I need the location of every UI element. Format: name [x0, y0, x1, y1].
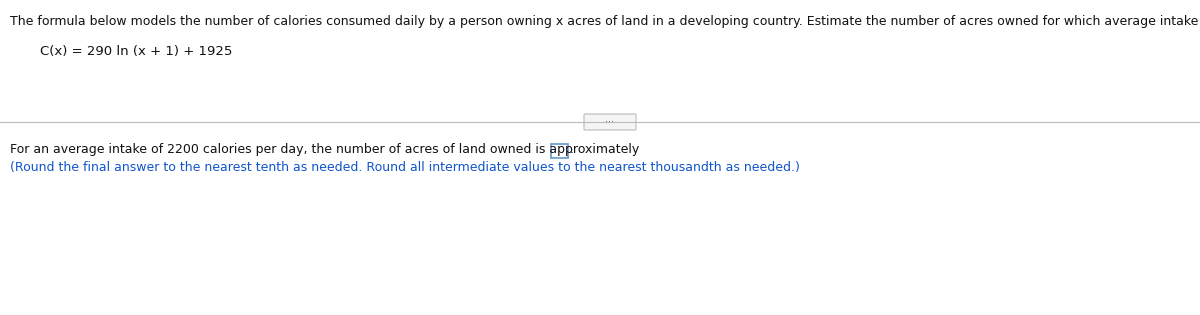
Text: .: . [570, 143, 574, 156]
Text: For an average intake of 2200 calories per day, the number of acres of land owne: For an average intake of 2200 calories p… [10, 143, 643, 156]
Text: (Round the final answer to the nearest tenth as needed. Round all intermediate v: (Round the final answer to the nearest t… [10, 161, 800, 174]
Text: C(x) = 290 ln (x + 1) + 1925: C(x) = 290 ln (x + 1) + 1925 [40, 45, 233, 58]
Text: ···: ··· [606, 117, 614, 127]
FancyBboxPatch shape [584, 114, 636, 130]
Text: The formula below models the number of calories consumed daily by a person ownin: The formula below models the number of c… [10, 15, 1200, 28]
FancyBboxPatch shape [551, 144, 568, 158]
